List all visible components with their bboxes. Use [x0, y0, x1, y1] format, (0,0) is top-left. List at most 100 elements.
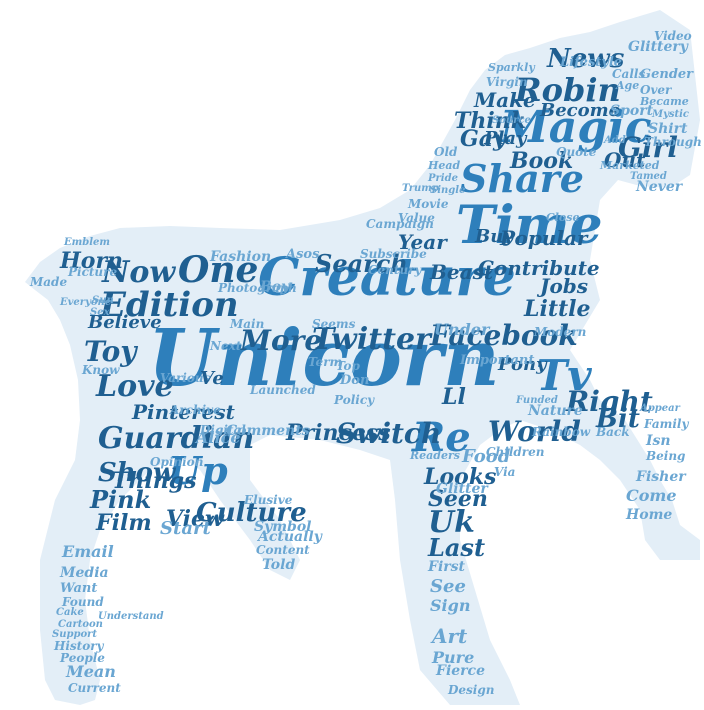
word: Close: [546, 211, 580, 224]
word: Facebook: [430, 319, 578, 352]
word: Princess: [286, 420, 391, 446]
word: Modern: [534, 325, 587, 339]
word: People: [60, 651, 105, 665]
word: Seen: [428, 486, 488, 512]
word: Looks: [424, 464, 497, 490]
word: Readers: [410, 449, 460, 462]
word: Found: [62, 595, 104, 609]
word: Design: [448, 683, 495, 697]
word: Support: [52, 629, 98, 640]
word: Come: [626, 486, 677, 505]
word: One: [178, 249, 259, 291]
word: Launched: [250, 383, 316, 397]
word: Fisher: [636, 469, 686, 485]
word: Right: [566, 385, 653, 418]
word: Switch: [336, 417, 442, 450]
word: Isn: [646, 433, 671, 449]
word: Time: [456, 195, 603, 256]
word: Became: [640, 95, 689, 108]
word: Creature: [258, 247, 516, 308]
word: Subscribe: [360, 247, 427, 261]
word: Content: [256, 543, 310, 557]
word: Century: [368, 263, 422, 277]
word: Comments: [226, 423, 310, 439]
word: Fashion: [210, 249, 272, 265]
word: Beast: [430, 260, 494, 284]
word: Age: [616, 79, 640, 92]
word: World: [488, 415, 581, 448]
word: Nature: [528, 403, 583, 419]
word: Become: [540, 100, 621, 121]
word: Asos: [286, 247, 320, 262]
word: Bit: [596, 404, 640, 434]
word: Calls: [612, 67, 646, 81]
word: Everyone: [60, 297, 112, 308]
word: Out: [604, 148, 646, 172]
word: Symbol: [254, 519, 312, 535]
word: History: [54, 639, 104, 653]
word: Want: [60, 581, 98, 596]
word: Popular: [500, 226, 588, 250]
word: Now: [102, 255, 176, 290]
horse-shape: [25, 10, 700, 705]
word: Seems: [312, 317, 356, 331]
word: More: [240, 324, 323, 357]
word: Email: [62, 542, 114, 561]
word: Edition: [100, 285, 239, 325]
word: Old: [434, 145, 458, 159]
word: Tv: [536, 351, 592, 400]
word: Girl: [618, 131, 678, 164]
word: Current: [68, 681, 121, 695]
word: Show: [98, 458, 176, 488]
word: Contribute: [478, 256, 600, 280]
word: Robin: [515, 71, 621, 109]
word: Source: [492, 115, 531, 126]
word: Never: [636, 179, 683, 195]
word: See: [430, 576, 466, 597]
word: Guardian: [98, 421, 255, 456]
word: Term: [308, 355, 343, 369]
word: Uk: [428, 505, 475, 540]
word: Cake: [56, 607, 84, 618]
word: Family: [644, 417, 689, 431]
word: Culture: [196, 498, 307, 528]
word: Home: [626, 507, 673, 523]
word: Ve: [200, 368, 224, 389]
word: Gender: [640, 67, 694, 82]
word: Main: [230, 317, 265, 331]
word: Being: [646, 449, 686, 463]
word: Told: [262, 557, 296, 573]
word: Actually: [258, 529, 322, 545]
word: Sparkly: [488, 61, 535, 74]
word: Book: [510, 148, 574, 174]
word: Funded: [516, 395, 558, 406]
word: Art: [432, 624, 468, 648]
word: Appear: [640, 403, 680, 414]
word: Children: [486, 445, 545, 459]
word: Toy: [84, 335, 137, 368]
word: Boy: [260, 279, 290, 295]
word: Sign: [430, 596, 471, 615]
word: Understand: [98, 611, 164, 622]
word: Film: [96, 510, 152, 536]
word: Digital: [200, 423, 246, 437]
word: Play: [484, 128, 527, 149]
word: Shirt: [648, 121, 688, 137]
word: Tamed: [630, 171, 667, 182]
word: Back: [596, 425, 630, 439]
word: Sun: [92, 295, 114, 306]
word: Through: [644, 135, 702, 149]
word: Re: [412, 414, 471, 461]
word: Pony: [498, 354, 547, 375]
word: Elusive: [244, 493, 293, 507]
word: Value: [398, 211, 435, 225]
word: First: [428, 559, 465, 575]
word: Next: [210, 339, 242, 353]
word: Single: [430, 185, 466, 196]
word: Ll: [442, 384, 466, 410]
word: Lifestyle: [560, 55, 623, 70]
word: Top: [336, 359, 360, 373]
word: Alice: [196, 428, 241, 447]
word: Quote: [556, 145, 597, 159]
